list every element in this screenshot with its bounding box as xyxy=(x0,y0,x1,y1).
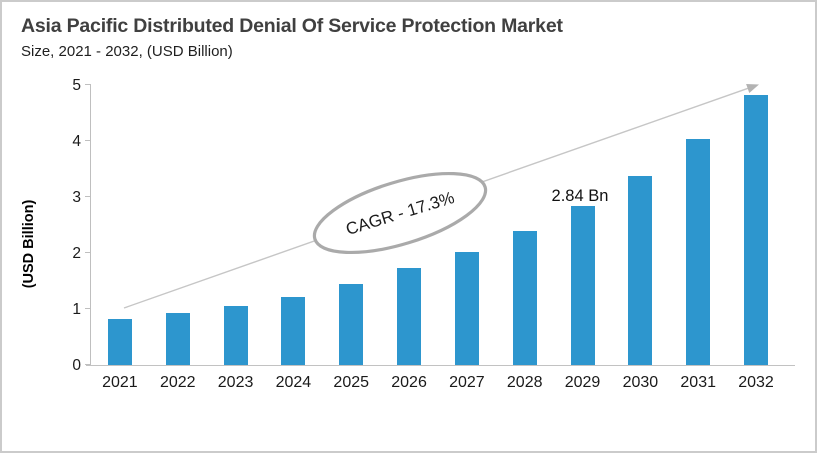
bar-2022 xyxy=(165,313,190,365)
bar-slot xyxy=(496,85,554,365)
x-tick-label: 2023 xyxy=(217,374,254,391)
bar-2030 xyxy=(628,175,653,365)
bar-slot xyxy=(611,85,669,365)
chart-subtitle: Size, 2021 - 2032, (USD Billion) xyxy=(21,43,233,60)
x-axis-line xyxy=(86,364,795,366)
chart-title: Asia Pacific Distributed Denial Of Servi… xyxy=(21,15,563,37)
data-label-2029: 2.84 Bn xyxy=(551,187,609,205)
bar-2024 xyxy=(281,296,306,365)
bars-row xyxy=(91,85,785,365)
x-tick-label: 2028 xyxy=(506,374,543,391)
x-axis-labels: 2021 2022 2023 2024 2025 2026 2027 2028 2029 2030… xyxy=(91,374,785,392)
x-tick-label: 2026 xyxy=(391,374,427,391)
bar-slot xyxy=(322,85,380,365)
y-axis-title: (USD Billion) xyxy=(21,199,37,289)
bar-2028 xyxy=(512,231,537,365)
bar-2023 xyxy=(223,305,248,365)
x-tick-label: 2024 xyxy=(275,374,312,391)
bar-2021 xyxy=(107,318,132,365)
bar-slot xyxy=(438,85,496,365)
y-tick-label: 1 xyxy=(72,300,81,318)
bar-slot xyxy=(207,85,265,365)
y-tick-label: 3 xyxy=(72,188,81,206)
bar-slot xyxy=(91,85,149,365)
x-tick-label: 2031 xyxy=(680,374,716,391)
x-tick-label: 2025 xyxy=(333,374,370,391)
bar-slot xyxy=(669,85,727,365)
x-tick-label: 2029 xyxy=(564,374,601,391)
x-tick-label: 2032 xyxy=(738,374,774,391)
x-tick-label: 2027 xyxy=(449,374,485,391)
bar-2027 xyxy=(454,251,479,365)
bar-slot xyxy=(149,85,207,365)
bar-slot xyxy=(727,85,785,365)
y-tick-label: 4 xyxy=(72,132,81,150)
y-tick-label: 2 xyxy=(72,244,81,262)
y-tick-label: 5 xyxy=(72,76,81,94)
bar-2031 xyxy=(686,139,711,365)
bar-slot xyxy=(554,85,612,365)
plot-area: 2021 2022 2023 2024 2025 2026 2027 2028 2029 2030… xyxy=(72,77,795,391)
bar-slot xyxy=(380,85,438,365)
y-tick-mark xyxy=(85,140,91,141)
y-tick-mark xyxy=(85,84,91,85)
bar-2032 xyxy=(744,95,769,365)
y-tick-mark xyxy=(85,252,91,253)
y-tick-mark xyxy=(85,364,91,365)
x-tick-label: 2022 xyxy=(159,374,196,391)
bar-2026 xyxy=(397,268,422,365)
x-tick-label: 2030 xyxy=(622,374,659,391)
y-tick-label: 0 xyxy=(72,356,81,374)
x-tick-label: 2021 xyxy=(102,374,138,391)
bar-2025 xyxy=(339,283,364,365)
y-tick-mark xyxy=(85,196,91,197)
y-tick-mark xyxy=(85,308,91,309)
bar-2029 xyxy=(570,205,595,365)
bar-slot xyxy=(264,85,322,365)
